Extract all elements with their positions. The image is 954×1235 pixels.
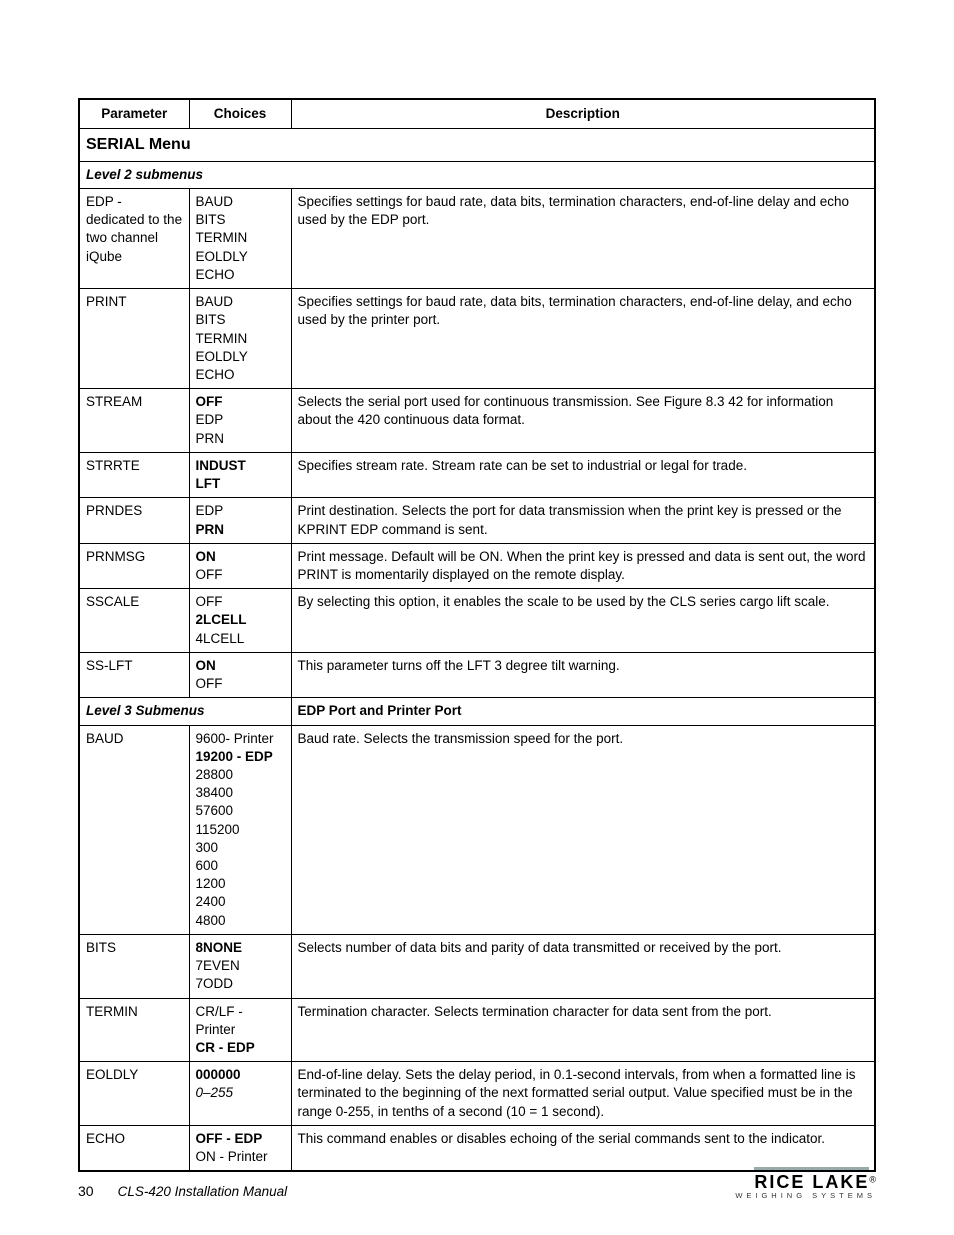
header-description: Description — [291, 99, 875, 129]
cell-description: This command enables or disables echoing… — [291, 1125, 875, 1171]
cell-choices: ONOFF — [189, 543, 291, 588]
page: SERIAL Menu Parameter Choices Descriptio… — [0, 0, 954, 1235]
header-choices: Choices — [189, 99, 291, 129]
cell-parameter: SSCALE — [79, 589, 189, 653]
cell-parameter: BITS — [79, 934, 189, 998]
table-row: PRNDESEDPPRNPrint destination. Selects t… — [79, 498, 875, 543]
cell-choices: OFFEDPPRN — [189, 389, 291, 453]
logo-main-text: RICE LAKE — [754, 1167, 869, 1191]
cell-description: Baud rate. Selects the transmission spee… — [291, 725, 875, 934]
cell-parameter: PRNMSG — [79, 543, 189, 588]
table-row: STRRTEINDUSTLFTSpecifies stream rate. St… — [79, 452, 875, 497]
table-row: BAUD9600- Printer19200 - EDP288003840057… — [79, 725, 875, 934]
cell-description: Selects number of data bits and parity o… — [291, 934, 875, 998]
table-row: STREAMOFFEDPPRNSelects the serial port u… — [79, 389, 875, 453]
table-title-row: SERIAL Menu — [79, 129, 875, 162]
cell-choices: OFF - EDPON - Printer — [189, 1125, 291, 1171]
cell-parameter: BAUD — [79, 725, 189, 934]
cell-description: Termination character. Selects terminati… — [291, 998, 875, 1062]
cell-description: Specifies settings for baud rate, data b… — [291, 289, 875, 389]
cell-choices: 9600- Printer19200 - EDP2880038400576001… — [189, 725, 291, 934]
cell-parameter: TERMIN — [79, 998, 189, 1062]
level2-subhead: Level 2 submenus — [79, 161, 875, 188]
table-row: BITS8NONE7EVEN7ODDSelects number of data… — [79, 934, 875, 998]
footer-left: 30 CLS-420 Installation Manual — [78, 1183, 287, 1199]
cell-description: By selecting this option, it enables the… — [291, 589, 875, 653]
cell-choices: INDUSTLFT — [189, 452, 291, 497]
table-row: SS-LFTONOFFThis parameter turns off the … — [79, 652, 875, 697]
level3-subhead: Level 3 SubmenusEDP Port and Printer Por… — [79, 698, 875, 725]
cell-choices: BAUDBITSTERMINEOLDLYECHO — [189, 189, 291, 289]
cell-description: Specifies stream rate. Stream rate can b… — [291, 452, 875, 497]
cell-choices: CR/LF - PrinterCR - EDP — [189, 998, 291, 1062]
cell-description: This parameter turns off the LFT 3 degre… — [291, 652, 875, 697]
table-header-row: Parameter Choices Description — [79, 99, 875, 129]
cell-parameter: PRINT — [79, 289, 189, 389]
cell-parameter: STREAM — [79, 389, 189, 453]
cell-choices: ONOFF — [189, 652, 291, 697]
cell-choices: OFF2LCELL4LCELL — [189, 589, 291, 653]
logo-sub-text: WEIGHING SYSTEMS — [735, 1192, 876, 1200]
level3-desc: EDP Port and Printer Port — [291, 698, 875, 725]
cell-choices: EDPPRN — [189, 498, 291, 543]
cell-description: Print message. Default will be ON. When … — [291, 543, 875, 588]
cell-choices: 8NONE7EVEN7ODD — [189, 934, 291, 998]
cell-description: Print destination. Selects the port for … — [291, 498, 875, 543]
cell-description: Specifies settings for baud rate, data b… — [291, 189, 875, 289]
table-row: PRINTBAUDBITSTERMINEOLDLYECHOSpecifies s… — [79, 289, 875, 389]
logo-registered-icon: ® — [869, 1174, 876, 1184]
cell-parameter: EOLDLY — [79, 1062, 189, 1126]
table-row: EDP - dedicated to the two channel iQube… — [79, 189, 875, 289]
page-footer: 30 CLS-420 Installation Manual RICE LAKE… — [78, 1167, 876, 1200]
table-body: Level 2 submenusEDP - dedicated to the t… — [79, 161, 875, 1171]
cell-choices: 0000000–255 — [189, 1062, 291, 1126]
table-row: TERMINCR/LF - PrinterCR - EDPTermination… — [79, 998, 875, 1062]
cell-choices: BAUDBITSTERMINEOLDLYECHO — [189, 289, 291, 389]
table-row: PRNMSGONOFFPrint message. Default will b… — [79, 543, 875, 588]
table-row: ECHOOFF - EDPON - PrinterThis command en… — [79, 1125, 875, 1171]
cell-parameter: SS-LFT — [79, 652, 189, 697]
level3-label: Level 3 Submenus — [79, 698, 291, 725]
cell-description: End-of-line delay. Sets the delay period… — [291, 1062, 875, 1126]
cell-parameter: STRRTE — [79, 452, 189, 497]
cell-parameter: PRNDES — [79, 498, 189, 543]
serial-menu-table: SERIAL Menu Parameter Choices Descriptio… — [78, 98, 876, 1172]
level2-label: Level 2 submenus — [79, 161, 875, 188]
cell-parameter: ECHO — [79, 1125, 189, 1171]
page-number: 30 — [78, 1183, 94, 1199]
table-row: EOLDLY0000000–255End-of-line delay. Sets… — [79, 1062, 875, 1126]
cell-parameter: EDP - dedicated to the two channel iQube — [79, 189, 189, 289]
header-parameter: Parameter — [79, 99, 189, 129]
manual-title: CLS-420 Installation Manual — [118, 1184, 288, 1199]
rice-lake-logo: RICE LAKE® WEIGHING SYSTEMS — [735, 1167, 876, 1200]
cell-description: Selects the serial port used for continu… — [291, 389, 875, 453]
table-row: SSCALEOFF2LCELL4LCELLBy selecting this o… — [79, 589, 875, 653]
table-title: SERIAL Menu — [79, 129, 875, 162]
